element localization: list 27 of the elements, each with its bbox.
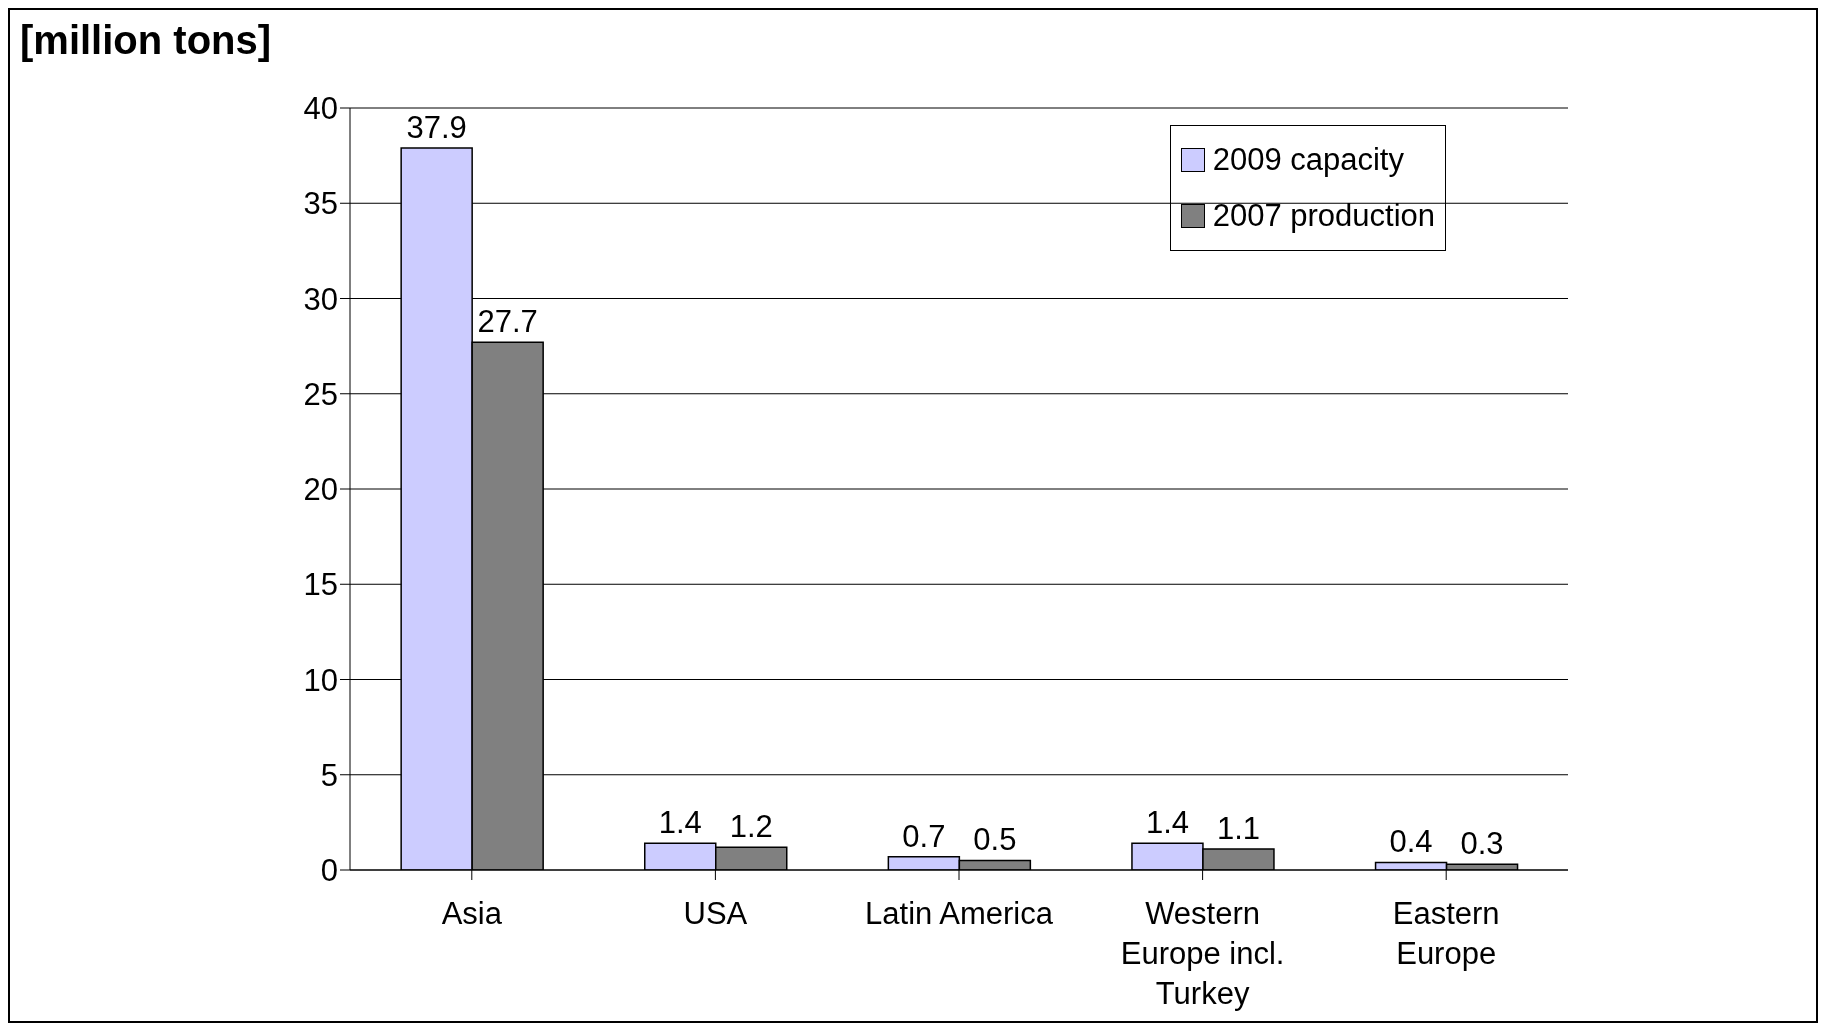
data-label: 37.9 [406,110,467,146]
x-tick-label: Latin America [865,896,1054,931]
y-tick-label: 25 [303,376,338,412]
data-label: 1.4 [1145,805,1190,841]
y-tick-label: 0 [320,853,338,889]
x-tick-label: USA [683,896,748,931]
y-tick-label: 15 [303,567,338,603]
x-tick-label: Eastern Europe [1392,896,1500,971]
data-label: 1.2 [729,809,773,845]
x-tick-label: Asia [441,896,503,931]
data-label: 1.1 [1216,811,1261,847]
x-tick-label: Western Europe incl. Turkey [1120,896,1285,1011]
y-tick-label: 10 [303,662,338,698]
y-tick-label: 5 [320,757,338,793]
data-label: 0.5 [973,822,1017,858]
legend-label: 2009 capacity [1212,142,1404,178]
y-tick-label: 40 [303,91,338,126]
data-label: 0.7 [902,818,946,854]
data-label: 0.4 [1389,824,1433,860]
data-label: 0.3 [1460,826,1504,862]
y-axis-title: [million tons] [20,18,272,63]
data-label: 1.4 [658,805,702,841]
data-label: 27.7 [477,304,538,340]
y-tick-label: 30 [303,281,338,317]
y-tick-label: 35 [303,186,338,222]
legend-label: 2007 production [1212,198,1435,234]
y-tick-label: 20 [303,472,338,508]
